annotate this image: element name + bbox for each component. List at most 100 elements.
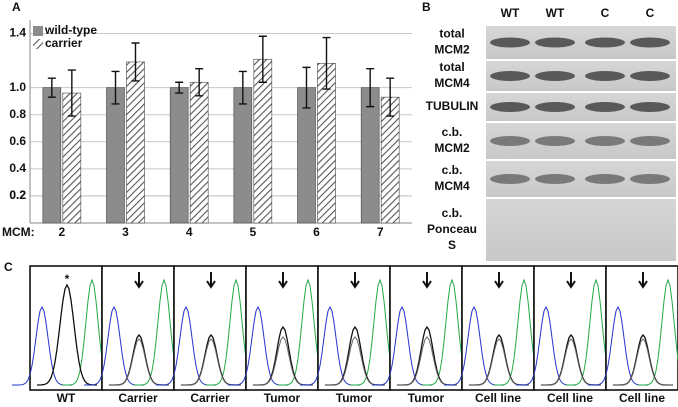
blot-band — [630, 174, 670, 184]
blot-band — [630, 102, 670, 112]
lane-label: WT — [501, 6, 520, 20]
bar — [360, 87, 380, 224]
y-tick-label: 0.6 — [9, 134, 26, 148]
blot-row-label: total — [439, 27, 464, 41]
bar — [126, 61, 145, 224]
blot-band — [490, 37, 530, 48]
sample-label: Cell line — [619, 391, 665, 405]
blot-band — [535, 174, 575, 184]
y-tick-label: 0.2 — [9, 188, 26, 202]
x-axis-label: MCM: — [2, 225, 35, 239]
sample-label: Carrier — [118, 391, 158, 405]
error-bar — [322, 36, 331, 90]
blot-band — [490, 174, 530, 184]
blot-band — [630, 71, 670, 81]
error-bar — [238, 70, 247, 105]
panel-label: C — [4, 260, 13, 274]
error-bar — [302, 66, 311, 109]
blot-row-label: Ponceau — [427, 222, 477, 236]
bar — [253, 58, 273, 224]
trace — [613, 338, 673, 386]
arrow — [638, 272, 648, 289]
blot-row-label: c.b. — [442, 206, 463, 220]
sample-label: Tumor — [408, 391, 445, 405]
panel-label: B — [422, 0, 431, 14]
blot-row-label: MCM2 — [434, 141, 470, 155]
blot-row-label: MCM4 — [434, 179, 470, 193]
blot-row-label: TUBULIN — [426, 99, 479, 113]
y-tick-label: 0.4 — [9, 161, 26, 175]
error-bar — [67, 69, 76, 117]
x-tick-label: 7 — [377, 225, 384, 239]
sample-label: Tumor — [264, 391, 301, 405]
blot-band — [490, 136, 530, 146]
bar — [106, 87, 125, 224]
error-bar — [258, 35, 267, 83]
arrow — [494, 272, 504, 289]
blot-band — [535, 37, 575, 48]
blot-band — [585, 37, 625, 48]
blot-band — [630, 37, 670, 48]
x-tick-label: 2 — [58, 225, 65, 239]
sample-label: Cell line — [547, 391, 593, 405]
blot-row-label: c.b. — [442, 125, 463, 139]
x-tick-label: 6 — [313, 225, 320, 239]
trace — [37, 283, 97, 386]
blot-band — [535, 102, 575, 112]
bar — [42, 87, 62, 224]
blot-band — [585, 174, 625, 184]
blot-band — [585, 136, 625, 146]
blot-band — [490, 71, 530, 81]
blot-row-label: MCM2 — [434, 43, 470, 57]
bar — [233, 87, 253, 224]
lane-label: WT — [546, 6, 565, 20]
sample-label: Cell line — [475, 391, 521, 405]
blot-band — [535, 71, 575, 81]
sample-label: Tumor — [336, 391, 373, 405]
lane-label: C — [646, 6, 655, 20]
legend-swatch — [33, 39, 43, 49]
marker: * — [65, 272, 70, 286]
error-bar — [366, 68, 375, 108]
blot-row-label: S — [448, 238, 456, 252]
blot-band — [490, 102, 530, 112]
trace — [638, 278, 678, 386]
blot-band — [535, 136, 575, 146]
blot-band — [585, 102, 625, 112]
x-tick-label: 4 — [186, 225, 193, 239]
blot-band — [585, 71, 625, 81]
arrow — [422, 272, 432, 289]
blot-row-label: total — [439, 60, 464, 74]
panel-label: A — [12, 0, 21, 14]
arrow — [278, 272, 288, 289]
arrow — [134, 272, 144, 289]
x-tick-label: 5 — [249, 225, 256, 239]
sample-label: WT — [57, 391, 76, 405]
legend-label: wild-type — [44, 23, 97, 37]
legend-swatch — [33, 26, 43, 36]
bar — [169, 87, 189, 224]
blot-row-label: c.b. — [442, 163, 463, 177]
error-bar — [195, 68, 204, 97]
arrow — [206, 272, 216, 289]
arrow — [350, 272, 360, 289]
blot-strip — [486, 199, 676, 261]
error-bar — [111, 70, 120, 105]
error-bar — [131, 42, 140, 82]
legend-label: carrier — [45, 36, 83, 50]
bar — [189, 81, 209, 224]
y-tick-label: 0.2 — [9, 188, 26, 202]
x-tick-label: 3 — [122, 225, 129, 239]
y-tick-label: 1.4 — [9, 26, 26, 40]
error-bar — [47, 77, 56, 98]
lane-label: C — [601, 6, 610, 20]
y-tick-label: 1.0 — [9, 80, 26, 94]
sample-label: Carrier — [190, 391, 230, 405]
blot-row-label: MCM4 — [434, 76, 470, 90]
y-tick-label: 0.8 — [9, 107, 26, 121]
blot-band — [630, 136, 670, 146]
error-bar — [386, 77, 395, 117]
arrow — [566, 272, 576, 289]
error-bar — [175, 81, 184, 94]
